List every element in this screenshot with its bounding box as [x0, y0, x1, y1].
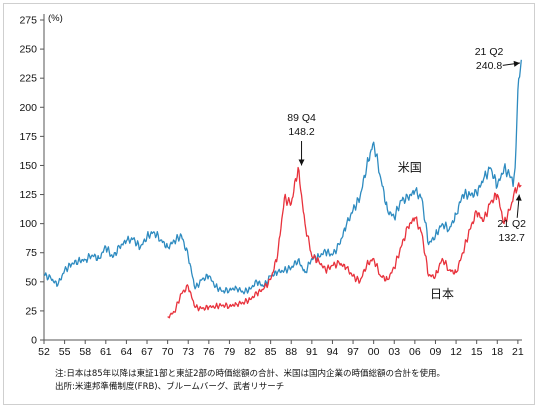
- annotation-us-arrow-head: [513, 60, 520, 67]
- x-tick-label: 58: [79, 346, 91, 358]
- annotation-peak-arrow-head: [298, 159, 305, 166]
- y-tick-label: 200: [19, 102, 37, 114]
- y-tick-label: 25: [25, 305, 37, 317]
- x-tick-label: 85: [265, 346, 277, 358]
- series-line-us: [43, 59, 522, 295]
- x-tick-label: 52: [38, 346, 50, 358]
- x-tick-label: 09: [430, 346, 442, 358]
- series-line-japan: [167, 166, 522, 319]
- y-tick-label: 175: [19, 131, 37, 143]
- annotation-peak-value: 148.2: [288, 126, 314, 138]
- x-tick-label: 94: [327, 346, 339, 358]
- chart-axes: 0 25 50 75 100 125 150 175 200 225 250 275 (%) 52 55 58…: [19, 13, 523, 358]
- y-tick-label: 50: [25, 276, 37, 288]
- annotation-peak-period: 89 Q4: [287, 112, 316, 124]
- chart-frame: [3, 3, 535, 405]
- y-tick-label: 150: [19, 160, 37, 172]
- x-tick-label: 82: [244, 346, 256, 358]
- y-tick-label: 225: [19, 73, 37, 85]
- annotation-japan-value: 132.7: [499, 232, 525, 244]
- x-tick-label: 70: [162, 346, 174, 358]
- y-tick-label: 0: [31, 335, 37, 347]
- x-tick-label: 21: [512, 346, 524, 358]
- y-tick-label: 125: [19, 189, 37, 201]
- series-label-japan: 日本: [430, 287, 454, 301]
- annotation-us-value: 240.8: [476, 60, 502, 72]
- annotation-japan-period: 21 Q2: [497, 218, 526, 230]
- x-tick-label: 79: [224, 346, 236, 358]
- x-tick-label: 73: [182, 346, 194, 358]
- x-tick-label: 91: [306, 346, 318, 358]
- x-tick-label: 18: [491, 346, 503, 358]
- x-tick-label: 03: [388, 346, 400, 358]
- y-unit-label: (%): [48, 13, 63, 24]
- x-tick-label: 55: [59, 346, 71, 358]
- y-tick-label: 75: [25, 247, 37, 259]
- y-tick-label: 100: [19, 218, 37, 230]
- annotation-us-period: 21 Q2: [475, 46, 504, 58]
- x-tick-label: 76: [203, 346, 215, 358]
- chart-series: [43, 59, 522, 319]
- x-tick-label: 12: [450, 346, 462, 358]
- x-tick-label: 67: [141, 346, 153, 358]
- source-note: 出所:米連邦準備制度(FRB)、ブルームバーグ、武者リサーチ: [55, 382, 285, 392]
- x-tick-label: 06: [409, 346, 421, 358]
- x-tick-label: 97: [347, 346, 359, 358]
- series-label-us: 米国: [398, 160, 422, 174]
- footnote: 注:日本は85年以降は東証1部と東証2部の時価総額の合計、米国は国内企業の時価総…: [55, 369, 446, 379]
- y-tick-label: 250: [19, 44, 37, 56]
- x-tick-label: 61: [100, 346, 112, 358]
- y-tick-label: 275: [19, 15, 37, 27]
- x-tick-label: 64: [121, 346, 133, 358]
- annotation-japan-arrow-head: [515, 194, 522, 201]
- x-tick-label: 15: [471, 346, 483, 358]
- x-tick-label: 88: [285, 346, 297, 358]
- x-tick-label: 00: [368, 346, 380, 358]
